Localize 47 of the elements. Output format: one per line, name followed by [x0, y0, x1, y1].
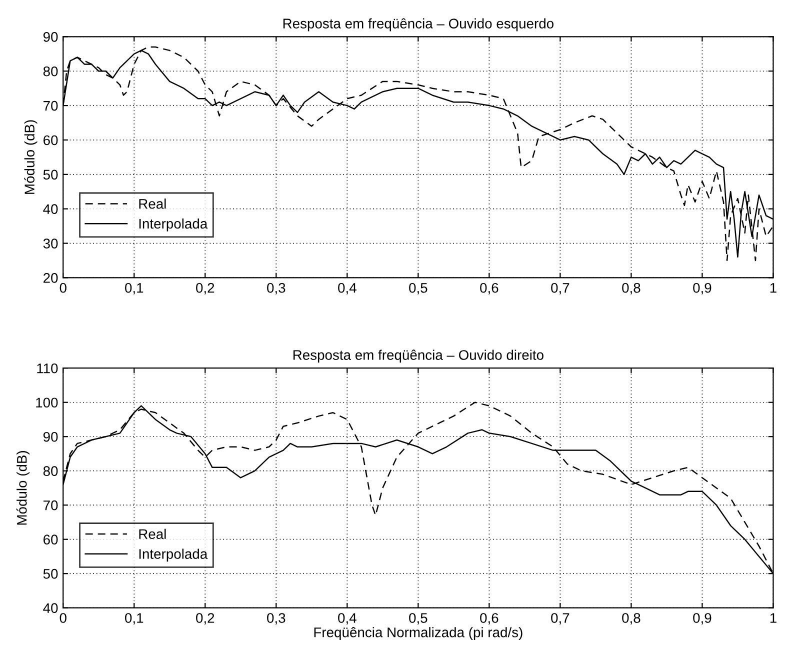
x-tick-label: 0,3	[267, 282, 286, 294]
y-tick-label: 100	[36, 398, 58, 408]
y-tick-label: 50	[43, 568, 58, 579]
x-tick-label: 0,6	[480, 613, 498, 625]
y-tick-label: 60	[44, 135, 58, 146]
x-tick-label: 0,7	[551, 613, 570, 625]
y-tick-label: 80	[43, 466, 58, 476]
y-tick-label: 80	[43, 66, 58, 76]
x-tick-label: 0,6	[480, 282, 498, 294]
y-tick-label: 20	[44, 273, 58, 283]
x-tick-label: 0,3	[267, 613, 286, 625]
x-tick-label: 1	[770, 283, 776, 293]
x-tick-label: 0,7	[551, 282, 570, 294]
x-tick-label: 0,5	[409, 613, 428, 625]
x-tick-label: 0	[60, 613, 66, 623]
chart-title: Resposta em freqüência – Ouvido esquerdo	[283, 18, 554, 32]
y-tick-label: 70	[44, 100, 58, 111]
y-tick-label: 90	[43, 432, 58, 442]
x-tick-label: 0,8	[622, 613, 640, 625]
y-axis-title: Módulo (dB)	[24, 120, 38, 194]
y-tick-label: 70	[44, 500, 58, 510]
x-tick-label: 0	[60, 282, 66, 293]
x-tick-label: 0,1	[125, 613, 144, 625]
y-tick-label: 90	[43, 32, 58, 42]
x-tick-label: 1	[770, 613, 776, 623]
x-tick-label: 0,1	[125, 282, 144, 294]
x-tick-label: 0,9	[693, 282, 712, 294]
legend-label: Interpolada	[139, 548, 208, 562]
y-tick-label: 110	[37, 363, 58, 374]
x-tick-label: 0,4	[338, 613, 356, 625]
legend-label: Real	[139, 528, 166, 540]
y-axis-title: Módulo (dB)	[16, 451, 30, 525]
x-axis-title: Freqüência Normalizada (pi rad/s)	[314, 627, 522, 640]
x-tick-label: 0,5	[409, 282, 428, 294]
chart-title: Resposta em freqüência – Ouvido direito	[293, 350, 544, 363]
y-tick-label: 30	[43, 238, 58, 248]
legend-label: Interpolada	[139, 218, 208, 232]
legend-label: Real	[139, 198, 166, 209]
x-tick-label: 0,2	[196, 613, 214, 625]
x-tick-label: 0,9	[693, 613, 712, 625]
y-tick-label: 50	[43, 170, 58, 180]
x-tick-label: 0,2	[196, 282, 214, 294]
x-tick-label: 0,8	[622, 282, 640, 294]
y-tick-label: 40	[43, 204, 58, 214]
y-tick-label: 40	[43, 603, 58, 614]
y-tick-label: 60	[44, 534, 58, 545]
x-tick-label: 0,4	[338, 282, 356, 294]
